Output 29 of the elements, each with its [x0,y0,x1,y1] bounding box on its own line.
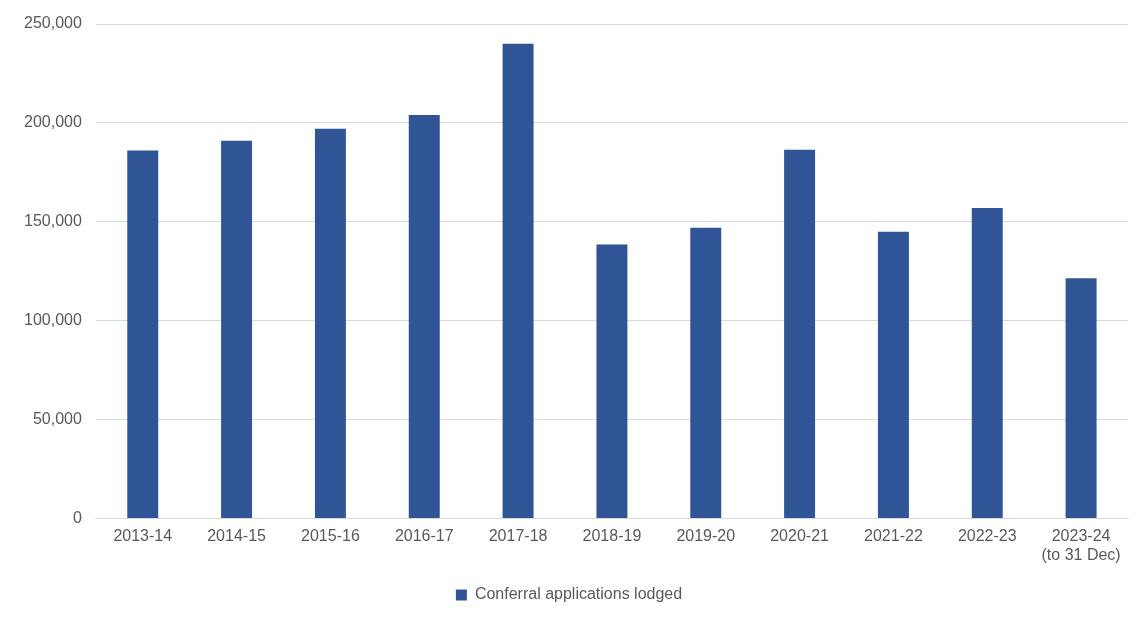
x-tick-label: 2021-22 [864,526,923,544]
y-tick-label: 0 [72,509,82,527]
x-tick-label: 2015-16 [301,526,360,544]
y-tick-label: 50,000 [32,410,82,428]
x-tick-label: 2019-20 [676,526,736,544]
bar [502,43,534,519]
x-tick-label: 2014-15 [207,526,267,544]
bar [408,115,440,519]
bar [221,140,253,519]
x-tick-label: 2022-23 [957,526,1017,544]
x-tick-label: 2018-19 [582,526,642,544]
x-tick-label: 2017-18 [488,526,548,544]
bar [971,207,1003,519]
bar [1065,278,1097,519]
y-tick-label: 150,000 [23,212,82,230]
bar [127,150,159,519]
y-tick-label: 200,000 [23,113,82,131]
bar [690,227,722,519]
x-tick-label: 2023-24 (to 31 Dec) [1041,526,1121,563]
bar [877,231,909,519]
x-tick-label: 2016-17 [394,526,454,544]
y-tick-label: 250,000 [23,14,82,32]
bar [314,128,346,519]
x-tick-label: 2020-21 [770,526,830,544]
bar [596,244,628,519]
bar [784,149,816,519]
y-tick-label: 100,000 [23,311,82,329]
legend-label: Conferral applications lodged [474,585,683,603]
x-tick-label: 2013-14 [113,526,173,544]
